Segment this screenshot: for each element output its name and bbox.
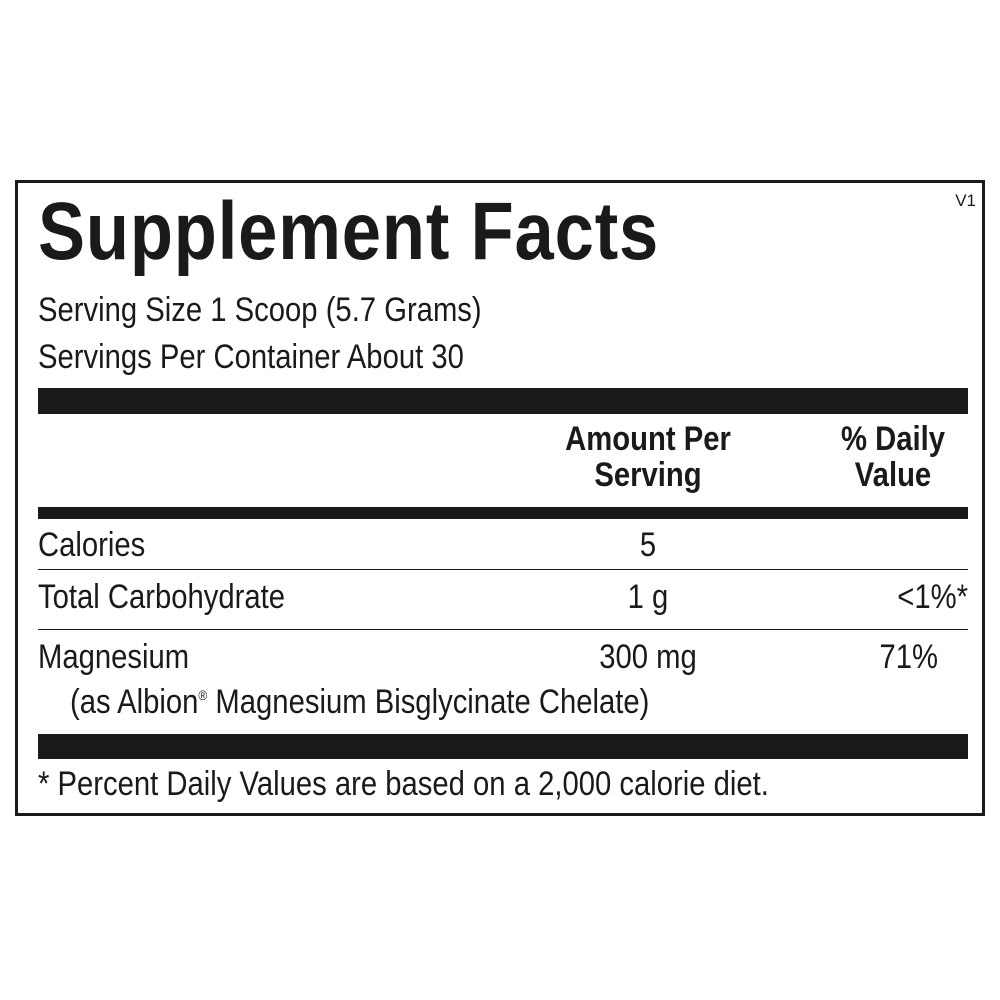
header-line: Value [854, 456, 932, 494]
header-line: % Daily [840, 420, 946, 458]
nutrient-amount: 300 mg [599, 638, 697, 676]
supplement-facts-panel: Supplement Facts V1 Serving Size 1 Scoop… [15, 180, 985, 816]
amount-per-serving-header: Amount Per Serving [553, 421, 742, 493]
row-divider [38, 569, 968, 570]
registered-mark: ® [198, 687, 208, 703]
header-line: Amount Per [565, 420, 731, 458]
thick-divider [38, 388, 968, 414]
nutrient-name: Magnesium [38, 638, 190, 676]
serving-size: Serving Size 1 Scoop (5.7 Grams) [38, 291, 482, 329]
servings-per-container: Servings Per Container About 30 [38, 338, 464, 376]
source-text: (as Albion [70, 683, 199, 721]
nutrient-name: Total Carbohydrate [38, 578, 286, 616]
header-line: Serving [594, 456, 702, 494]
footnote: * Percent Daily Values are based on a 2,… [38, 765, 769, 803]
source-text: Magnesium Bisglycinate Chelate) [207, 683, 650, 721]
thick-divider [38, 734, 968, 759]
row-divider [38, 629, 968, 630]
daily-value-header: % Daily Value [824, 421, 962, 493]
nutrient-amount: 1 g [627, 578, 669, 616]
nutrient-source: (as Albion® Magnesium Bisglycinate Chela… [70, 683, 649, 722]
version-label: V1 [955, 191, 976, 210]
nutrient-name: Calories [38, 526, 146, 564]
header-divider [38, 507, 968, 519]
nutrient-amount: 5 [639, 526, 657, 564]
panel-title: Supplement Facts [38, 186, 660, 277]
nutrient-daily-value: 71% [879, 638, 938, 676]
nutrient-daily-value: <1%* [897, 578, 968, 616]
